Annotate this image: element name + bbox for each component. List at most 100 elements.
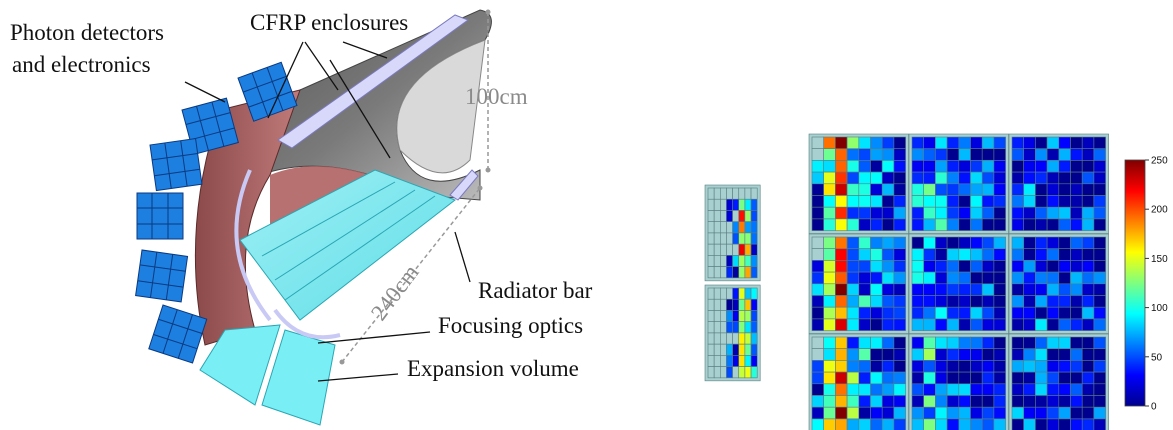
grid-module-pixel <box>946 295 960 308</box>
grid-module-pixel <box>935 348 948 361</box>
grid-module-pixel <box>1070 418 1083 430</box>
grid-module-pixel <box>846 260 860 273</box>
grid-module-pixel <box>935 383 948 396</box>
grid-module-pixel <box>958 260 971 273</box>
colorbar: 250 200 150 100 50 0 <box>1124 156 1168 413</box>
grid-module-pixel <box>811 318 824 331</box>
left-module-bottom-pixel <box>738 366 746 379</box>
grid-module-pixel <box>1058 318 1071 331</box>
grid-module-pixel <box>1081 271 1095 285</box>
grid-module-pixel <box>1093 136 1106 149</box>
left-module-bottom-pixel <box>732 321 740 334</box>
grid-module-pixel <box>858 318 871 331</box>
grid-module-pixel <box>1081 360 1095 373</box>
grid-module-pixel <box>811 260 824 273</box>
left-module-top-pixel <box>738 198 746 211</box>
grid-module-pixel <box>981 160 995 173</box>
grid-module-pixel <box>981 318 995 331</box>
grid-module-pixel <box>946 248 960 261</box>
grid-module-pixel <box>823 260 836 273</box>
left-module-top-pixel <box>744 187 752 200</box>
grid-module-pixel <box>970 395 983 408</box>
grid-module-pixel <box>1035 236 1048 249</box>
grid-module-pixel <box>881 136 895 149</box>
left-module-bottom-pixel <box>744 321 752 334</box>
grid-module-pixel <box>1035 371 1048 385</box>
left-module-top-pixel <box>732 187 740 200</box>
grid-module-pixel <box>823 318 836 331</box>
grid-module-pixel <box>1046 260 1060 273</box>
left-module-bottom-pixel <box>738 287 746 300</box>
grid-module-pixel <box>1070 171 1083 185</box>
grid-module-pixel <box>835 336 848 349</box>
grid-module-pixel <box>911 371 924 385</box>
left-module-top-pixel <box>719 232 727 245</box>
grid-module-pixel <box>893 271 906 285</box>
grid-module-pixel <box>946 206 960 220</box>
left-module-top-pixel <box>750 210 758 222</box>
grid-module-pixel <box>970 183 983 196</box>
grid-module-pixel <box>881 271 895 285</box>
grid-module-pixel <box>935 260 948 273</box>
grid-module-pixel <box>1023 360 1036 373</box>
left-module-bottom-pixel <box>744 310 752 322</box>
grid-module-pixel <box>1046 136 1060 149</box>
grid-module-pixel <box>823 206 836 220</box>
grid-module-pixel <box>1035 248 1048 261</box>
grid-module-pixel <box>835 348 848 361</box>
left-module-top-pixel <box>713 221 721 234</box>
grid-module-pixel <box>893 218 906 231</box>
left-module-top-pixel <box>713 187 721 200</box>
grid-module-pixel <box>893 306 906 320</box>
grid-module-pixel <box>1081 171 1095 185</box>
grid-module-pixel <box>811 395 824 408</box>
grid-module-pixel <box>811 195 824 208</box>
photon-detectors-label-2: and electronics <box>12 52 151 77</box>
grid-module-pixel <box>881 406 895 420</box>
grid-module-pixel <box>1023 371 1036 385</box>
grid-module-pixel <box>835 418 848 430</box>
grid-module-pixel <box>946 418 960 430</box>
grid-module-pixel <box>1046 160 1060 173</box>
grid-module-pixel <box>923 271 936 285</box>
left-module-top-pixel <box>750 221 758 234</box>
cfrp-label: CFRP enclosures <box>250 10 408 35</box>
grid-module-pixel <box>1023 195 1036 208</box>
left-module-top-pixel <box>719 198 727 211</box>
grid-module-pixel <box>970 271 983 285</box>
left-module-top-pixel <box>744 266 752 279</box>
grid-module-pixel <box>993 248 1006 261</box>
left-module-bottom-pixel <box>707 287 715 300</box>
grid-module-pixel <box>1058 360 1071 373</box>
grid-module-pixel <box>911 395 924 408</box>
grid-module-pixel <box>923 406 936 420</box>
grid-module-pixel <box>1011 148 1024 161</box>
grid-module-pixel <box>1058 383 1071 396</box>
grid-module-pixel <box>911 171 924 185</box>
grid-module-pixel <box>923 295 936 308</box>
grid-module-pixel <box>911 183 924 196</box>
grid-module-pixel <box>1058 136 1071 149</box>
grid-module-pixel <box>823 160 836 173</box>
grid-module-pixel <box>1035 260 1048 273</box>
grid-module-pixel <box>981 195 995 208</box>
grid-module-pixel <box>935 183 948 196</box>
grid-module-pixel <box>958 236 971 249</box>
left-module-top-pixel <box>750 232 758 245</box>
left-module-top-pixel <box>707 210 715 222</box>
grid-module-pixel <box>823 183 836 196</box>
grid-module-pixel <box>1081 348 1095 361</box>
grid-module-pixel <box>923 260 936 273</box>
left-module-bottom-pixel <box>713 355 721 367</box>
grid-module-pixel <box>946 318 960 331</box>
grid-module-pixel <box>881 318 895 331</box>
grid-module-pixel <box>881 283 895 296</box>
expansion-volume <box>199 324 281 406</box>
grid-module-pixel <box>970 406 983 420</box>
grid-module-pixel <box>1023 383 1036 396</box>
left-module-bottom-pixel <box>713 287 721 300</box>
grid-module-pixel <box>870 360 883 373</box>
grid-module-pixel <box>935 283 948 296</box>
grid-module-pixel <box>1011 183 1024 196</box>
